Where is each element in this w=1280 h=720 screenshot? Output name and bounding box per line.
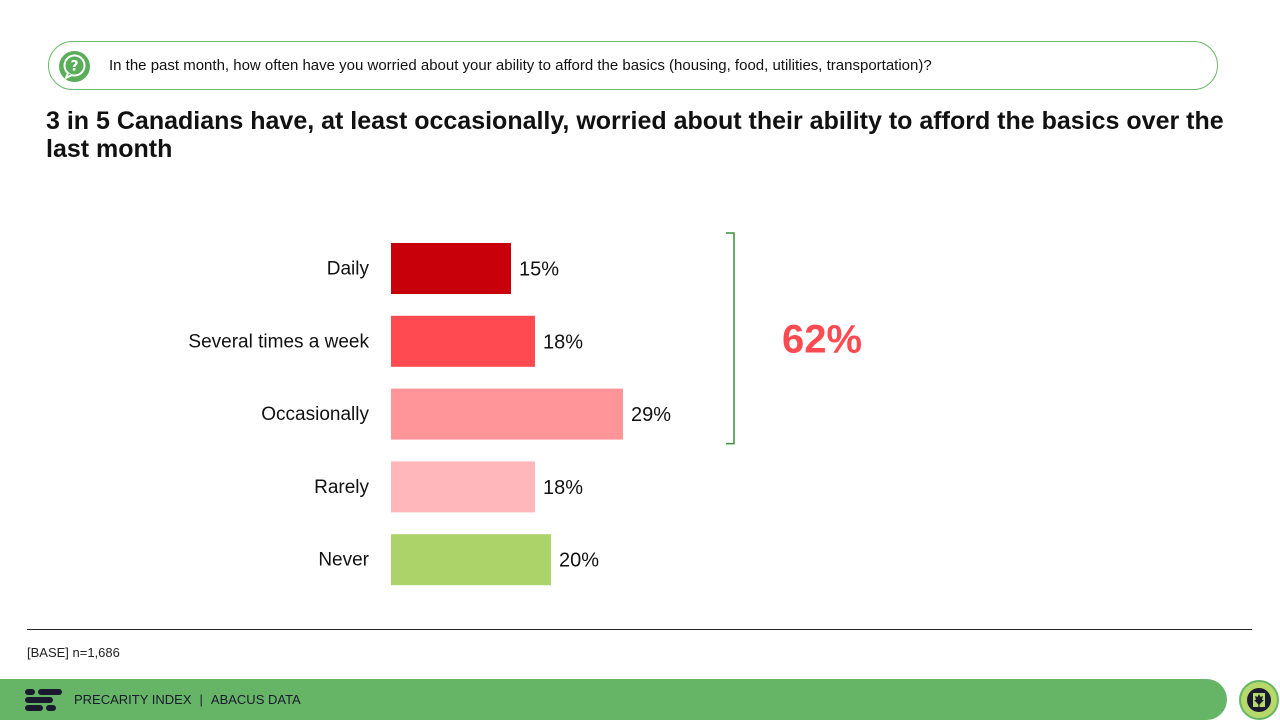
footer-divider — [27, 629, 1252, 630]
bar-rarely — [391, 461, 535, 513]
base-note: [BASE] n=1,686 — [27, 645, 120, 660]
bar-several-times-a-week — [391, 315, 535, 367]
bar-daily — [391, 243, 511, 294]
bracket-total-label: 62% — [782, 317, 862, 361]
category-label-rarely: Rarely — [314, 477, 369, 498]
question-box: ? In the past month, how often have you … — [48, 41, 1218, 90]
abacus-logo-icon — [25, 689, 65, 716]
footer-bar: PRECARITY INDEX | ABACUS DATA — [0, 679, 1227, 720]
category-label-occasionally: Occasionally — [261, 404, 369, 425]
bracket-line — [726, 232, 735, 445]
value-label-rarely: 18% — [543, 477, 583, 499]
footer-text: PRECARITY INDEX | ABACUS DATA — [74, 692, 301, 707]
value-label-daily: 15% — [519, 259, 559, 281]
bar-never — [391, 534, 551, 586]
category-label-several-times-a-week: Several times a week — [188, 331, 369, 352]
footer-org: ABACUS DATA — [210, 692, 301, 707]
bar-occasionally — [391, 388, 623, 440]
question-text: In the past month, how often have you wo… — [109, 57, 932, 74]
category-label-daily: Daily — [327, 259, 370, 280]
value-label-occasionally: 29% — [631, 404, 671, 426]
value-label-several-times-a-week: 18% — [543, 331, 583, 353]
category-label-never: Never — [318, 550, 369, 571]
canada-maple-leaf-icon — [1239, 680, 1279, 720]
question-bubble-icon: ? — [59, 51, 90, 82]
chart-headline: 3 in 5 Canadians have, at least occasion… — [46, 107, 1224, 163]
footer-separator: | — [199, 692, 203, 707]
value-label-never: 20% — [559, 550, 599, 572]
footer-brand: PRECARITY INDEX — [74, 692, 192, 707]
svg-text:?: ? — [70, 59, 78, 75]
